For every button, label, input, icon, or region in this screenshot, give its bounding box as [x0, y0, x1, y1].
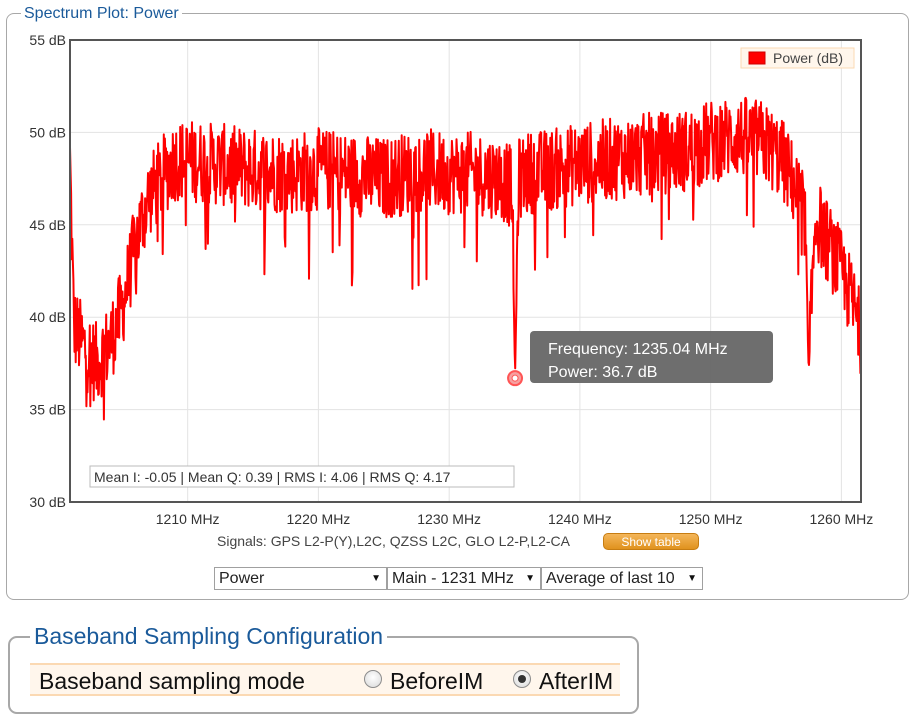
- radio-afterim[interactable]: [513, 670, 531, 688]
- baseband-config-title: Baseband Sampling Configuration: [30, 623, 388, 649]
- y-tick-label: 35 dB: [29, 402, 66, 418]
- x-tick-label: 1220 MHz: [287, 511, 351, 527]
- band-select-value: Main - 1231 MHz: [392, 570, 514, 587]
- legend-label: Power (dB): [773, 50, 843, 66]
- spectrum-chart: 30 dB 35 dB 40 dB 45 dB 50 dB 55 dB 1210 MHz 12…: [29, 32, 873, 527]
- spectrum-plot-title: Spectrum Plot: Power: [21, 5, 182, 23]
- show-table-button[interactable]: Show table: [603, 533, 699, 550]
- average-select[interactable]: Average of last 10 ▼: [541, 567, 703, 590]
- x-tick-label: 1260 MHz: [809, 511, 873, 527]
- measure-select[interactable]: Power ▼: [214, 567, 387, 590]
- y-tick-label: 50 dB: [29, 124, 66, 140]
- chart-legend[interactable]: Power (dB): [740, 47, 855, 69]
- point-tooltip: Frequency: 1235.04 MHz Power: 36.7 dB: [530, 331, 773, 383]
- baseband-config-panel: Baseband Sampling Configuration Baseband…: [8, 623, 639, 714]
- spectrum-plot-panel: Spectrum Plot: Power: [6, 5, 909, 600]
- measure-select-value: Power: [219, 570, 265, 587]
- tooltip-frequency: Frequency: 1235.04 MHz: [548, 341, 728, 358]
- legend-swatch: [748, 51, 766, 65]
- tooltip-power: Power: 36.7 dB: [548, 364, 657, 381]
- x-tick-label: 1240 MHz: [548, 511, 612, 527]
- y-tick-label: 55 dB: [29, 32, 66, 48]
- chevron-down-icon: ▼: [371, 573, 381, 584]
- band-select[interactable]: Main - 1231 MHz ▼: [387, 567, 541, 590]
- power-series-line: [69, 96, 862, 421]
- hovered-point-core: [511, 374, 519, 382]
- radio-beforeim[interactable]: [364, 670, 382, 688]
- radio-label-afterim[interactable]: AfterIM: [539, 668, 614, 694]
- iq-stats-text: Mean I: -0.05 | Mean Q: 0.39 | RMS I: 4.…: [94, 469, 451, 485]
- iq-stats-box: Mean I: -0.05 | Mean Q: 0.39 | RMS I: 4.…: [89, 465, 515, 488]
- baseband-mode-row: Baseband sampling mode BeforeIM AfterIM: [30, 663, 620, 696]
- radio-selected-dot: [518, 675, 526, 683]
- average-select-value: Average of last 10: [546, 570, 675, 587]
- baseband-mode-label: Baseband sampling mode: [39, 668, 305, 694]
- plot-frame: [69, 39, 862, 503]
- x-tick-label: 1250 MHz: [679, 511, 743, 527]
- signals-label: Signals: GPS L2-P(Y),L2C, QZSS L2C, GLO …: [217, 533, 571, 549]
- y-tick-label: 45 dB: [29, 217, 66, 233]
- x-tick-label: 1230 MHz: [417, 511, 481, 527]
- plot-area: [70, 40, 861, 502]
- chevron-down-icon: ▼: [687, 573, 697, 584]
- x-tick-label: 1210 MHz: [156, 511, 220, 527]
- y-tick-label: 30 dB: [29, 494, 66, 510]
- chevron-down-icon: ▼: [525, 573, 535, 584]
- radio-label-beforeim[interactable]: BeforeIM: [390, 668, 484, 694]
- y-tick-label: 40 dB: [29, 309, 66, 325]
